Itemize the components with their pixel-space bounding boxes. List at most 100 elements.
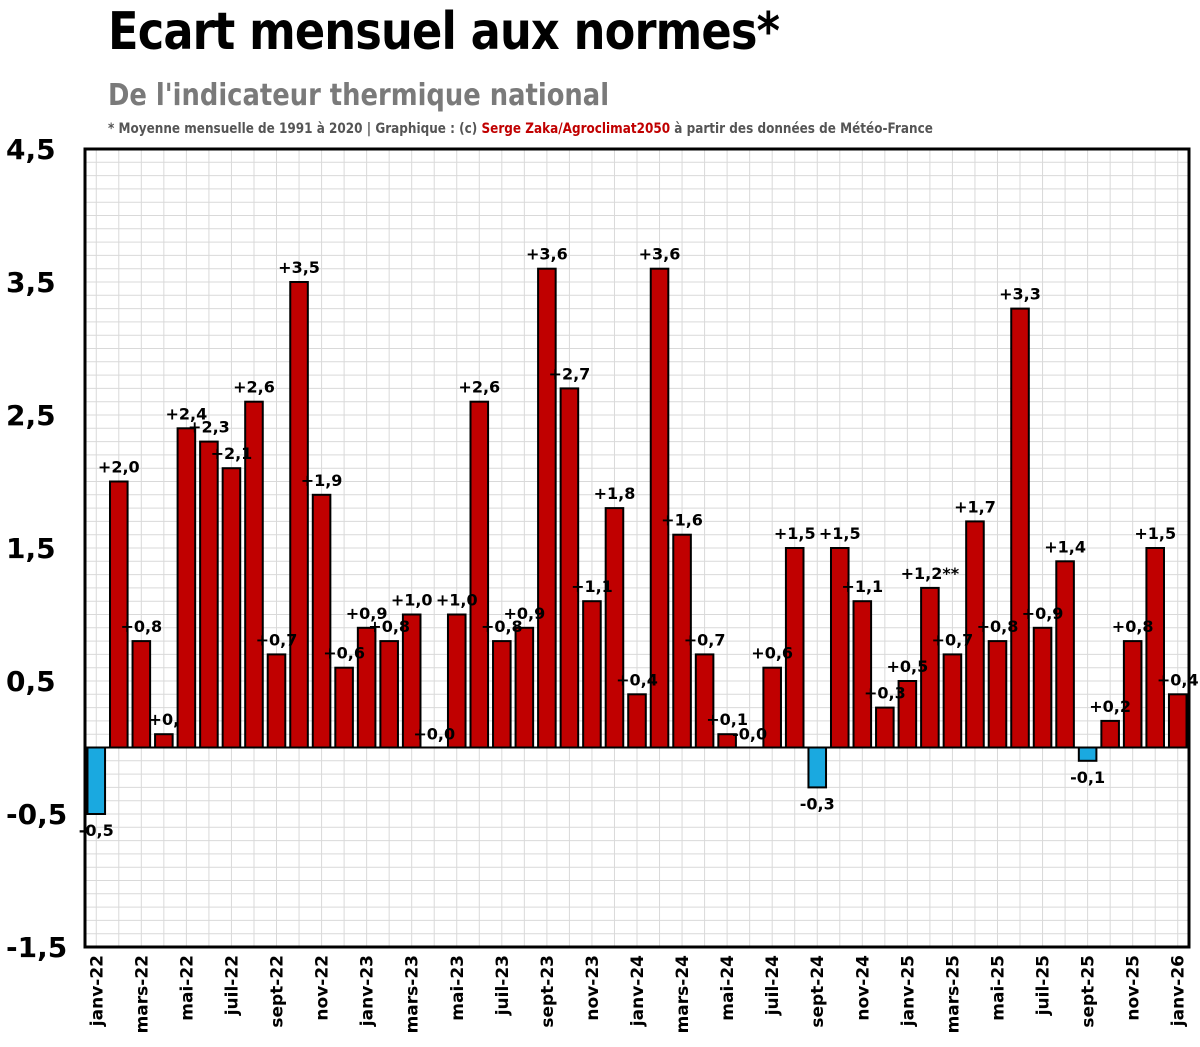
x-tick-label: sept-25: [1079, 955, 1099, 1028]
bar: [604, 507, 625, 749]
bar: [1100, 719, 1120, 749]
data-label: +0,7: [932, 630, 974, 649]
y-tick-label: -1,5: [6, 931, 67, 964]
data-label: +0,6: [323, 644, 365, 663]
bar: [244, 400, 264, 749]
x-tick-label: janv-24: [628, 955, 648, 1027]
data-label: -0,1: [1070, 768, 1105, 787]
data-label: -0,5: [79, 821, 114, 840]
x-tick-label: nov-25: [1124, 955, 1144, 1021]
chart-footnote: * Moyenne mensuelle de 1991 à 2020 | Gra…: [108, 121, 933, 137]
x-tick-label: sept-24: [808, 955, 828, 1028]
data-label: +0,8: [977, 617, 1019, 636]
bar: [1167, 693, 1188, 749]
data-label: +0,8: [481, 617, 523, 636]
bar: [514, 626, 535, 749]
bar: [537, 267, 557, 749]
x-tick-label: mars-22: [132, 955, 152, 1033]
bar: [221, 467, 242, 749]
data-label: +1,8: [594, 484, 636, 503]
y-axis-ticks: 4,5 3,5 2,5 1,5 0,5 -0,5 -1,5: [6, 133, 67, 964]
y-tick-label: 4,5: [6, 133, 56, 166]
x-tick-label: mai-23: [448, 955, 468, 1021]
y-tick-label: 2,5: [6, 399, 56, 432]
bar: [559, 387, 580, 749]
data-label: +0,8: [1112, 617, 1154, 636]
x-tick-label: nov-23: [583, 955, 603, 1021]
bar: [987, 640, 1008, 749]
bar: [897, 680, 918, 749]
data-label: +0,3: [864, 684, 906, 703]
bar: [672, 533, 692, 749]
bar: [446, 613, 467, 749]
bar: [289, 281, 309, 749]
bar: [762, 666, 782, 749]
bar: [266, 653, 287, 749]
data-label: +2,4: [166, 404, 208, 423]
chart-title: Ecart mensuel aux normes*: [108, 2, 780, 62]
data-label: +0,9: [1022, 604, 1064, 623]
data-label: +0,: [149, 710, 180, 729]
data-label: +0,8: [368, 617, 410, 636]
x-tick-label: nov-22: [313, 955, 333, 1021]
data-label: +0,4: [1157, 670, 1199, 689]
data-label: +0,9: [503, 604, 545, 623]
x-tick-label: sept-23: [538, 955, 558, 1028]
bars: [86, 267, 1188, 815]
bar: [1010, 307, 1030, 749]
data-label: +0,4: [616, 670, 658, 689]
x-tick-label: juil-22: [222, 955, 242, 1016]
bar: [176, 427, 197, 749]
x-tick-label: juil-24: [763, 955, 783, 1016]
data-label: +0,6: [751, 644, 793, 663]
plot-border: [83, 147, 1191, 949]
data-label: +2,6: [233, 378, 275, 397]
bar: [1055, 560, 1075, 749]
data-label: +3,6: [639, 245, 681, 264]
data-label: +1,2**: [901, 564, 960, 583]
bar: [1122, 640, 1143, 749]
bar: [199, 440, 219, 749]
bar: [942, 653, 963, 749]
bar: [86, 746, 107, 815]
bar: [717, 733, 737, 749]
data-label: +1,4: [1044, 537, 1086, 556]
data-label: +0,0: [413, 725, 455, 744]
data-label: +3,3: [999, 285, 1041, 304]
data-label: +1,5: [774, 524, 816, 543]
data-label: +0,5: [886, 657, 928, 676]
data-label: +2,7: [549, 364, 591, 383]
data-label: +0,7: [684, 630, 726, 649]
data-label: +1,5: [1134, 524, 1176, 543]
bar: [694, 653, 715, 749]
data-label: +0,2: [1089, 697, 1131, 716]
x-tick-label: sept-22: [268, 955, 288, 1028]
data-labels: -0,5 +2,0 +0,8 +0, +2,4+2,3 +2,1 +2,6 +0,7 +3,5 +…: [79, 245, 1199, 840]
data-label: +1,0: [391, 591, 433, 610]
footnote-author: Serge Zaka/Agroclimat2050: [481, 121, 671, 137]
data-label: +1,0: [436, 591, 478, 610]
x-tick-label: janv-25: [898, 955, 918, 1027]
data-label: +2,3: [188, 418, 230, 437]
bar: [582, 600, 602, 749]
data-label: +0,9: [346, 604, 388, 623]
x-tick-label: mai-22: [177, 955, 197, 1021]
x-tick-label: janv-23: [358, 955, 378, 1027]
bar: [1077, 746, 1098, 762]
bar: [852, 600, 873, 749]
footnote-suffix: à partir des données de Météo-France: [670, 121, 933, 137]
bar: [131, 640, 152, 749]
bar: [829, 547, 850, 749]
data-label: +3,6: [526, 245, 568, 264]
data-label: +1,9: [301, 471, 343, 490]
bar: [1145, 547, 1165, 749]
data-label: +2,0: [98, 458, 140, 477]
y-tick-label: 3,5: [6, 266, 56, 299]
bar: [401, 613, 422, 749]
bar: [469, 400, 490, 749]
bar: [784, 547, 805, 749]
bar: [649, 267, 670, 749]
bar: [965, 520, 985, 749]
bar: [627, 693, 647, 749]
x-tick-label: mars-23: [403, 955, 423, 1033]
